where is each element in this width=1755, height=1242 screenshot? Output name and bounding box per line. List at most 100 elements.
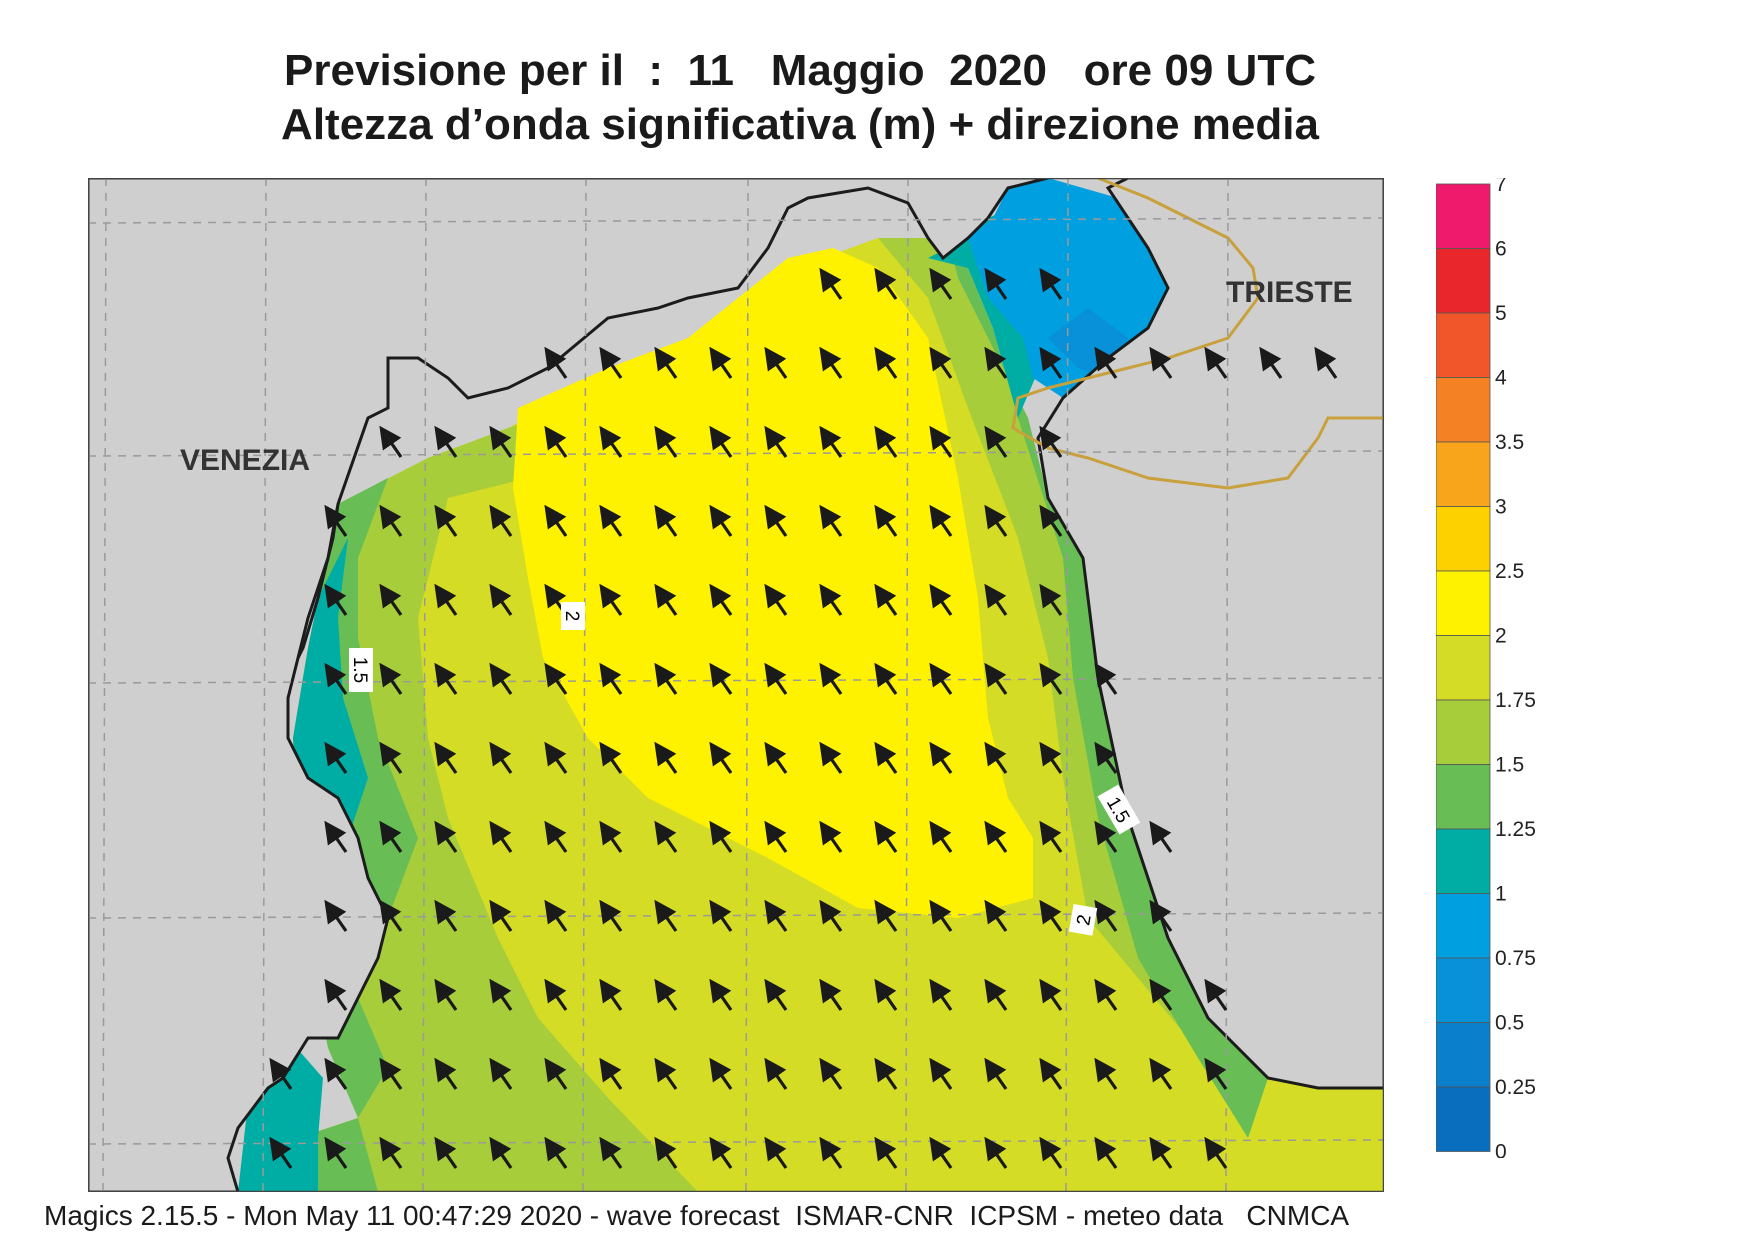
wave-direction-arrow [984,820,1008,853]
wave-direction-arrow [379,820,403,853]
wave-direction-arrow [929,504,953,537]
wave-direction-arrow [764,899,788,932]
wave-direction-arrow [1039,978,1063,1011]
wave-direction-arrow [874,741,898,774]
wave-direction-arrow [1204,978,1228,1011]
wave-direction-arrow [929,662,953,695]
wave-direction-arrow [874,267,898,300]
legend-tick-label: 6 [1495,238,1507,261]
wave-direction-arrow [984,425,1008,458]
wave-direction-arrow [324,1136,348,1169]
wave-direction-arrow [709,504,733,537]
legend-swatch [1436,699,1491,765]
wave-direction-arrow [654,978,678,1011]
wave-direction-arrow [379,1057,403,1090]
wave-direction-arrow [1094,1057,1118,1090]
wave-direction-arrow [434,978,458,1011]
wave-direction-arrow [1204,1136,1228,1169]
contour-label-2-west: 2 [561,602,585,630]
wave-direction-arrow [819,583,843,616]
wave-direction-arrow [1039,504,1063,537]
wave-direction-arrow [709,899,733,932]
wave-direction-arrow [544,346,568,379]
wave-direction-arrow [929,1057,953,1090]
wave-direction-arrow [984,267,1008,300]
place-label-venezia: VENEZIA [180,444,310,477]
wave-direction-arrow [434,899,458,932]
coast-friuli [88,178,1049,1192]
wave-direction-arrow [709,1136,733,1169]
wave-direction-arrow [1149,899,1173,932]
wave-direction-arrow [764,1057,788,1090]
footer-credits: Magics 2.15.5 - Mon May 11 00:47:29 2020… [44,1200,1350,1231]
legend-tick-label: 2.5 [1495,560,1524,583]
legend-tick-label: 0 [1495,1141,1507,1159]
wave-direction-arrow [874,820,898,853]
legend-swatch [1436,570,1491,636]
wave-direction-arrow [544,504,568,537]
legend-swatch [1436,506,1491,572]
wave-direction-arrow [1204,1057,1228,1090]
wave-direction-arrow [709,1057,733,1090]
wave-direction-arrow [819,820,843,853]
wave-direction-arrow [709,820,733,853]
legend-swatch [1436,957,1491,1023]
contour-label-15-west: 1.5 [349,648,373,692]
legend-swatch [1436,828,1491,894]
svg-text:1.5: 1.5 [349,657,370,683]
wave-direction-arrow [984,504,1008,537]
wave-direction-arrow [489,978,513,1011]
legend-swatch [1436,1086,1491,1152]
wave-direction-arrow [434,1136,458,1169]
legend-tick-label: 1.5 [1495,754,1524,777]
wave-direction-arrow [434,820,458,853]
wave-direction-arrow [269,1136,293,1169]
wave-direction-arrow [324,741,348,774]
wave-direction-arrow [434,425,458,458]
wave-direction-arrow [1039,346,1063,379]
wave-direction-arrow [379,978,403,1011]
wave-direction-arrow [1094,899,1118,932]
wave-direction-arrow [544,820,568,853]
legend-tick-label: 0.75 [1495,947,1536,970]
wave-direction-arrow [764,662,788,695]
wave-direction-arrow [929,346,953,379]
wave-direction-arrow [874,1057,898,1090]
wave-height-map: 1.5 2 1.5 2 VENEZIA TRIESTE [88,178,1384,1192]
wave-direction-arrow [929,1136,953,1169]
wave-direction-arrow [324,978,348,1011]
legend-swatch [1436,312,1491,378]
wave-direction-arrow [984,1057,1008,1090]
wave-direction-arrow [489,741,513,774]
wave-direction-arrow [599,741,623,774]
wave-direction-arrow [764,583,788,616]
wave-direction-arrow [599,899,623,932]
wave-direction-arrow [489,1057,513,1090]
wave-direction-arrow [434,1057,458,1090]
wave-direction-arrow [929,820,953,853]
wave-direction-arrow [984,346,1008,379]
wave-direction-arrow [379,899,403,932]
wave-direction-arrow [984,978,1008,1011]
wave-direction-arrow [1039,662,1063,695]
wave-direction-arrow [764,820,788,853]
wave-direction-arrow [379,504,403,537]
wave-direction-arrow [654,583,678,616]
wave-direction-arrow [984,662,1008,695]
legend-tick-label: 4 [1495,367,1507,390]
wave-direction-arrow [434,504,458,537]
wave-direction-arrow [709,978,733,1011]
wave-direction-arrow [324,662,348,695]
wave-direction-arrow [599,346,623,379]
wave-direction-arrow [544,425,568,458]
svg-text:2: 2 [1073,913,1096,927]
wave-direction-arrow [1039,899,1063,932]
wave-direction-arrow [379,583,403,616]
wave-direction-arrow [984,1136,1008,1169]
wave-direction-arrow [929,899,953,932]
wave-direction-arrow [654,504,678,537]
wave-direction-arrow [379,662,403,695]
wave-direction-arrow [1039,820,1063,853]
wave-direction-arrow [764,978,788,1011]
legend-swatch [1436,248,1491,314]
